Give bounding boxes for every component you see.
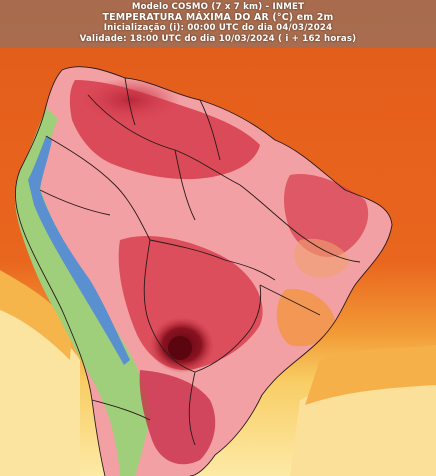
- heat-core-center: [168, 336, 192, 360]
- header-text-block: Modelo COSMO (7 x 7 km) - INMET TEMPERAT…: [0, 2, 436, 44]
- andes-cold-core: [28, 136, 130, 365]
- coastal-warm-patch: [276, 289, 335, 347]
- validity-label: Validade: 18:00 UTC do dia 10/03/2024 ( …: [79, 33, 357, 44]
- map-title: TEMPERATURA MÁXIMA DO AR (°C) em 2m: [102, 11, 334, 23]
- political-borders: [15, 66, 393, 476]
- southern-heat-zone: [139, 370, 216, 465]
- model-label: Modelo COSMO (7 x 7 km) - INMET: [131, 2, 305, 12]
- northeast-heat-zone: [284, 174, 369, 258]
- atlantic-cool-band: [290, 380, 436, 476]
- eastern-warm-patch: [294, 238, 350, 278]
- north-dark-spot: [80, 78, 180, 122]
- pacific-mild-band: [0, 270, 72, 360]
- map-header: Modelo COSMO (7 x 7 km) - INMET TEMPERAT…: [0, 0, 436, 48]
- atlantic-mild-band: [305, 345, 436, 405]
- initialization-label: Inicialização (i): 00:00 UTC do dia 04/0…: [103, 23, 333, 33]
